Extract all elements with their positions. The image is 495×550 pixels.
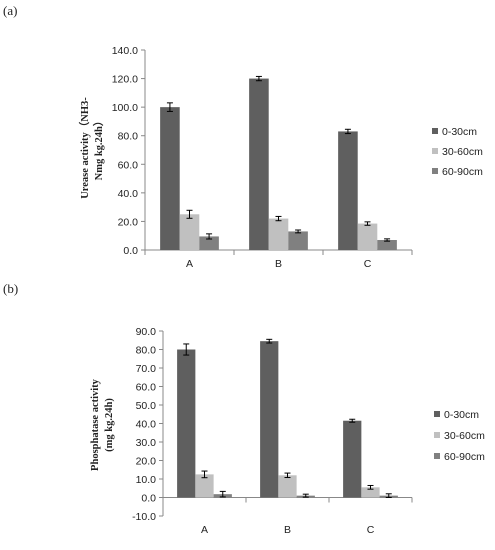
bar-60-90cm-A xyxy=(199,236,219,250)
bar-60-90cm-B xyxy=(288,231,308,250)
y-tick-label: 60.0 xyxy=(118,159,139,171)
y-tick-label: 90.0 xyxy=(136,326,157,338)
legend-label: 0-30cm xyxy=(442,126,477,138)
y-tick-label: 100.0 xyxy=(112,102,138,114)
panel-label: (b) xyxy=(3,281,18,296)
y-axis-label-line: Phosphatase activity xyxy=(90,378,101,471)
bar-30-60cm-B xyxy=(278,475,297,498)
x-category-label: B xyxy=(284,524,291,536)
bar-30-60cm-A xyxy=(195,474,214,498)
chart-panel-a: (a) 0.0 20.0 40.0 60.0 80.0 100.0 120.0 140.0 A B C… xyxy=(3,3,483,270)
legend-swatch-0-30cm xyxy=(434,411,440,417)
x-category-label: A xyxy=(201,524,208,536)
y-tick-label: 20.0 xyxy=(118,216,139,228)
y-axis-label-line: Urease activity（NH3- xyxy=(78,97,91,199)
y-tick-label: 140.0 xyxy=(112,45,138,57)
x-category-label: C xyxy=(367,524,375,536)
y-tick-label: 60.0 xyxy=(136,382,157,394)
legend-label: 30-60cm xyxy=(444,430,485,442)
legend-swatch-30-60cm xyxy=(432,148,438,154)
y-axis-label: Phosphatase activity (mg kg.24h) xyxy=(90,378,115,471)
y-tick-label: 120.0 xyxy=(112,74,138,86)
bar-30-60cm-A xyxy=(179,214,200,250)
bar-30-60cm-C xyxy=(357,223,378,250)
bar-60-90cm-C xyxy=(377,240,397,250)
chart-panel-b: (b) -10.0 0.0 10.0 20.0 30.0 40.0 50.0 60.0 70.0 8… xyxy=(3,281,485,536)
y-tick-label: 80.0 xyxy=(118,131,139,143)
y-tick-label: 10.0 xyxy=(136,474,157,486)
y-tick-label: 80.0 xyxy=(136,345,157,357)
x-category-label: A xyxy=(186,258,193,270)
y-axis-label-line: Nmg kg.24h） xyxy=(92,116,105,181)
x-category-label: C xyxy=(364,258,372,270)
y-tick-label: 30.0 xyxy=(136,437,157,449)
y-tick-label: 20.0 xyxy=(136,456,157,468)
legend-label: 60-90cm xyxy=(442,166,483,178)
bar-0-30cm-B xyxy=(249,78,269,250)
y-tick-label: -10.0 xyxy=(132,511,156,523)
bar-0-30cm-B xyxy=(260,341,279,498)
legend-label: 30-60cm xyxy=(442,146,483,158)
bar-0-30cm-C xyxy=(343,420,362,498)
y-tick-label: 40.0 xyxy=(136,419,157,431)
y-tick-label: 70.0 xyxy=(136,363,157,375)
y-tick-label: 0.0 xyxy=(123,245,138,257)
legend-swatch-60-90cm xyxy=(434,453,440,459)
legend-swatch-60-90cm xyxy=(432,168,438,174)
y-tick-label: 50.0 xyxy=(136,400,157,412)
x-category-label: B xyxy=(275,258,282,270)
bar-0-30cm-A xyxy=(177,349,196,498)
bar-0-30cm-C xyxy=(338,131,358,250)
legend-swatch-0-30cm xyxy=(432,128,438,134)
y-tick-label: 40.0 xyxy=(118,188,139,200)
bar-0-30cm-A xyxy=(160,107,180,251)
bar-30-60cm-C xyxy=(361,487,380,498)
y-axis-label: Urease activity（NH3- Nmg kg.24h） xyxy=(78,97,105,199)
bar-30-60cm-B xyxy=(268,218,289,250)
y-axis-label-line: (mg kg.24h) xyxy=(104,398,115,452)
legend-label: 0-30cm xyxy=(444,409,479,421)
y-tick-label: 0.0 xyxy=(141,493,156,505)
panel-label: (a) xyxy=(3,3,17,18)
legend-label: 60-90cm xyxy=(444,451,485,463)
legend-swatch-30-60cm xyxy=(434,432,440,438)
